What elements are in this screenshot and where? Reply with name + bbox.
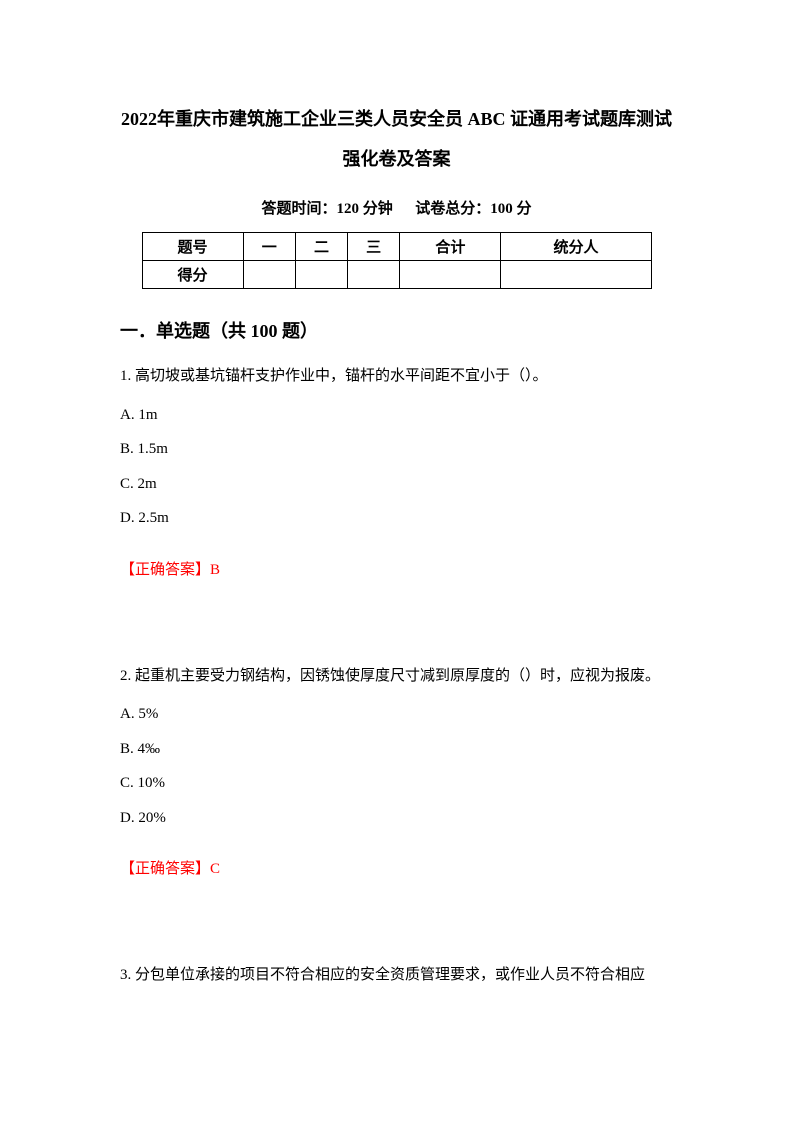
header-cell: 三 (348, 233, 400, 261)
option-d: D. 20% (120, 801, 673, 836)
score-cell (501, 261, 651, 289)
option-a: A. 5% (120, 697, 673, 732)
table-score-row: 得分 (142, 261, 651, 289)
total-value: 100 分 (490, 201, 531, 217)
score-cell (295, 261, 347, 289)
answer-line: 【正确答案】C (120, 857, 673, 878)
option-b: B. 4‰ (120, 732, 673, 767)
exam-title: 2022年重庆市建筑施工企业三类人员安全员 ABC 证通用考试题库测试强化卷及答… (120, 100, 673, 179)
option-c: C. 2m (120, 467, 673, 502)
answer-label: 【正确答案】 (120, 562, 210, 578)
section-heading: 一．单选题（共 100 题） (120, 317, 673, 343)
time-label: 答题时间： (261, 201, 336, 217)
answer-value: B (210, 562, 220, 578)
question-block-2: 2. 起重机主要受力钢结构，因锈蚀使厚度尺寸减到原厚度的（）时，应视为报废。 A… (120, 659, 673, 879)
option-d: D. 2.5m (120, 501, 673, 536)
header-cell: 合计 (400, 233, 501, 261)
question-stem: 1. 高切坡或基坑锚杆支护作业中，锚杆的水平间距不宜小于（）。 (120, 359, 673, 394)
header-cell: 一 (243, 233, 295, 261)
exam-subtitle: 答题时间：120 分钟 试卷总分：100 分 (120, 197, 673, 218)
score-cell (348, 261, 400, 289)
total-label: 试卷总分： (415, 201, 490, 217)
question-block-1: 1. 高切坡或基坑锚杆支护作业中，锚杆的水平间距不宜小于（）。 A. 1m B.… (120, 359, 673, 579)
answer-line: 【正确答案】B (120, 558, 673, 579)
option-c: C. 10% (120, 766, 673, 801)
score-cell (400, 261, 501, 289)
header-cell: 统分人 (501, 233, 651, 261)
spacer (396, 201, 411, 217)
header-cell: 题号 (142, 233, 243, 261)
question-stem: 2. 起重机主要受力钢结构，因锈蚀使厚度尺寸减到原厚度的（）时，应视为报废。 (120, 659, 673, 694)
score-cell (243, 261, 295, 289)
answer-label: 【正确答案】 (120, 861, 210, 877)
question-stem-3: 3. 分包单位承接的项目不符合相应的安全资质管理要求，或作业人员不符合相应 (120, 958, 673, 993)
option-a: A. 1m (120, 398, 673, 433)
header-cell: 二 (295, 233, 347, 261)
option-b: B. 1.5m (120, 432, 673, 467)
time-value: 120 分钟 (336, 201, 392, 217)
table-header-row: 题号 一 二 三 合计 统分人 (142, 233, 651, 261)
answer-value: C (210, 861, 220, 877)
score-table: 题号 一 二 三 合计 统分人 得分 (142, 232, 652, 289)
score-label-cell: 得分 (142, 261, 243, 289)
